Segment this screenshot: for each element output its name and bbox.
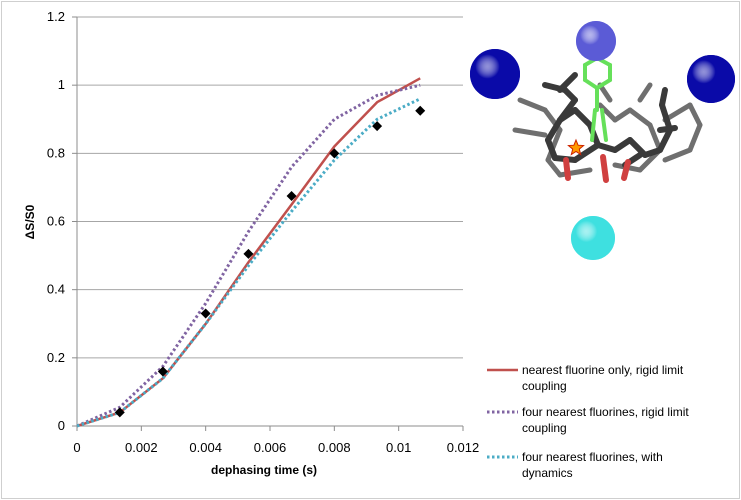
bond <box>563 157 571 181</box>
legend-label-3b: dynamics <box>522 466 573 480</box>
x-axis-title: dephasing time (s) <box>211 463 317 477</box>
y-tick-label: 0.8 <box>47 145 65 160</box>
x-tick-label: 0.012 <box>447 440 480 455</box>
bond <box>600 154 609 183</box>
bond <box>545 117 563 143</box>
bond <box>583 78 599 90</box>
bond <box>545 137 558 161</box>
bond <box>612 107 633 123</box>
star-marker-icon <box>567 138 585 156</box>
y-tick-label: 0.6 <box>47 214 65 229</box>
bond <box>627 137 648 158</box>
bond <box>612 137 633 153</box>
series-line-nearest-fluorine-only <box>76 77 421 428</box>
y-axis-title: ΔS/S0 <box>23 204 37 239</box>
bond <box>572 107 593 128</box>
bond <box>517 97 548 113</box>
x-tick-label: 0.004 <box>189 440 222 455</box>
bond <box>512 127 548 138</box>
bond <box>597 82 613 103</box>
bond <box>600 108 608 142</box>
data-point-diamond <box>114 407 125 418</box>
bond <box>545 157 563 178</box>
molecular-structure-inset <box>470 21 735 260</box>
bond <box>557 72 578 93</box>
x-tick-label: 0.01 <box>386 440 411 455</box>
bond <box>662 102 693 123</box>
x-tick-label: 0.008 <box>318 440 351 455</box>
data-point-diamond <box>415 105 426 116</box>
bond <box>627 107 653 128</box>
sphere-left <box>470 49 520 99</box>
bond <box>572 142 601 163</box>
legend-label-3a: four nearest fluorines, with <box>522 450 663 464</box>
bond <box>557 107 578 123</box>
legend-label-1b: coupling <box>522 379 567 393</box>
data-point-diamond <box>372 121 383 132</box>
axes <box>72 16 464 431</box>
sphere-top <box>576 21 616 61</box>
bond <box>545 127 563 163</box>
bond <box>687 102 703 128</box>
series-layer <box>76 77 421 428</box>
data-point-diamond <box>286 190 297 201</box>
legend: nearest fluorine only, rigid limit coupl… <box>487 363 689 480</box>
series-line-four-nearest-dynamics <box>76 97 421 428</box>
sphere-bottom <box>571 216 615 260</box>
x-tick-label: 0.006 <box>254 440 287 455</box>
bond <box>621 159 631 181</box>
legend-label-1a: nearest fluorine only, rigid limit <box>522 363 684 377</box>
data-point-diamond <box>243 248 254 259</box>
bond <box>595 78 612 90</box>
y-tick-labels: 0 0.2 0.4 0.6 0.8 1 1.2 <box>47 9 65 433</box>
bond <box>637 82 653 103</box>
x-tick-labels: 0 0.002 0.004 0.006 0.008 0.01 0.012 <box>73 440 479 455</box>
legend-label-2b: coupling <box>522 421 567 435</box>
data-point-diamond <box>200 308 211 319</box>
y-tick-label: 1 <box>58 77 65 92</box>
sphere-group <box>470 21 735 260</box>
x-tick-label: 0 <box>73 440 80 455</box>
sphere-right <box>687 55 735 103</box>
bond <box>590 108 597 142</box>
framework-bonds <box>512 56 703 183</box>
bond <box>597 102 618 123</box>
y-tick-label: 0 <box>58 418 65 433</box>
bond <box>647 122 663 153</box>
series-line-four-nearest-rigid <box>76 83 421 428</box>
bond <box>657 127 673 153</box>
data-point-diamond <box>329 148 340 159</box>
y-tick-label: 0.4 <box>47 282 65 297</box>
x-tick-label: 0.002 <box>125 440 158 455</box>
bond <box>659 87 668 108</box>
bond <box>662 147 693 163</box>
gridlines <box>77 16 463 359</box>
data-point-diamond <box>157 366 168 377</box>
bond <box>687 122 703 153</box>
y-tick-label: 1.2 <box>47 9 65 24</box>
legend-label-2a: four nearest fluorines, rigid limit <box>522 405 689 419</box>
bond <box>657 125 678 133</box>
data-points <box>114 105 426 418</box>
y-tick-label: 0.2 <box>47 350 65 365</box>
